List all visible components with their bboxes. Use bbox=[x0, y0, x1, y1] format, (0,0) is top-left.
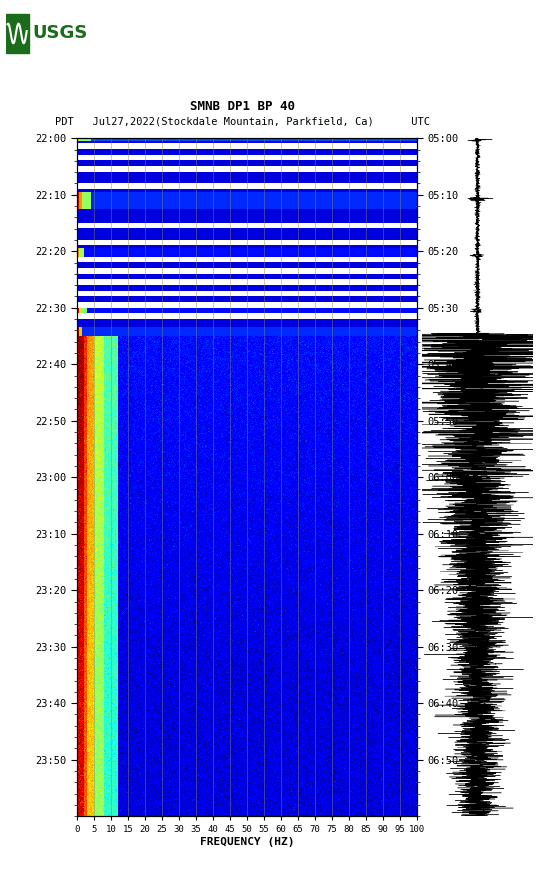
Bar bbox=[6, 14, 29, 54]
Text: SMNB DP1 BP 40: SMNB DP1 BP 40 bbox=[190, 100, 295, 113]
Text: USGS: USGS bbox=[32, 24, 87, 43]
X-axis label: FREQUENCY (HZ): FREQUENCY (HZ) bbox=[200, 837, 294, 847]
Text: PDT   Jul27,2022(Stockdale Mountain, Parkfield, Ca)      UTC: PDT Jul27,2022(Stockdale Mountain, Parkf… bbox=[55, 117, 431, 127]
